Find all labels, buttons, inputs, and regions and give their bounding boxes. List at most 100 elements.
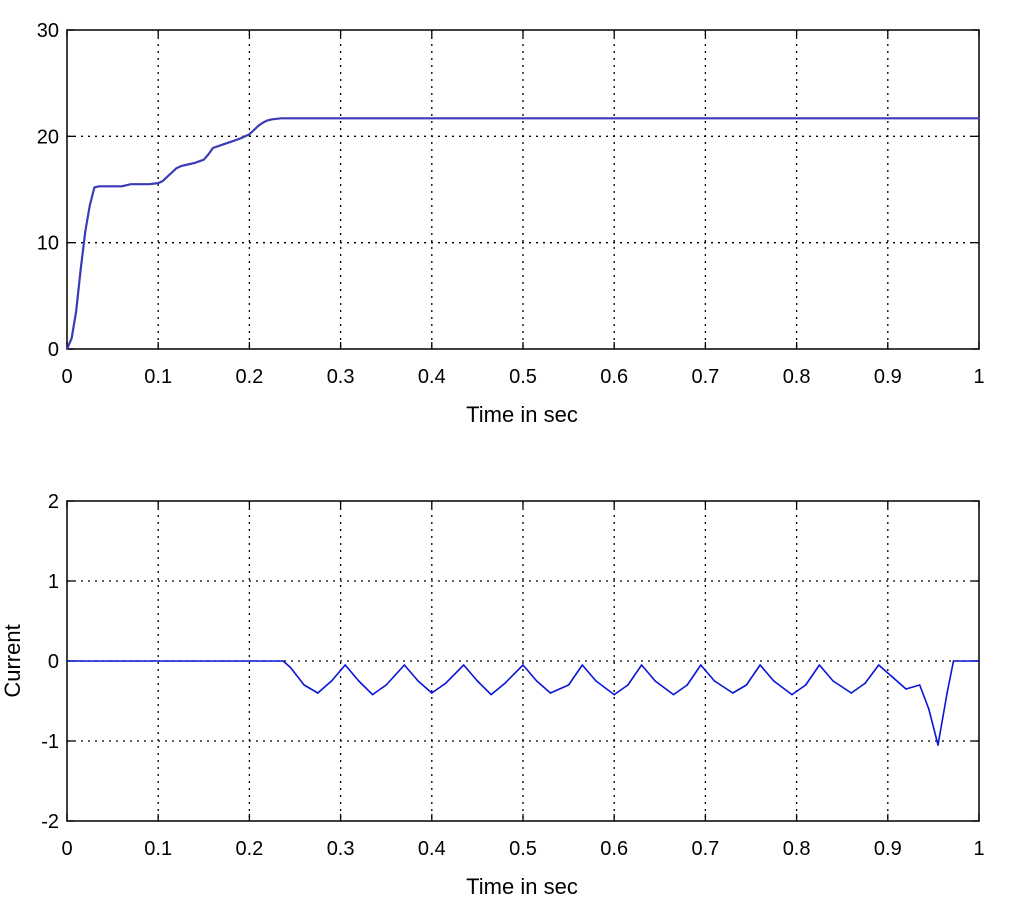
data-point bbox=[84, 231, 86, 233]
data-point bbox=[877, 664, 880, 666]
data-point bbox=[239, 137, 242, 140]
data-point bbox=[70, 337, 73, 340]
data-point bbox=[745, 684, 748, 686]
data-point bbox=[130, 183, 132, 185]
data-point bbox=[732, 692, 734, 694]
x-tick-label: 0.8 bbox=[783, 838, 811, 860]
x-tick-label: 0.6 bbox=[600, 838, 628, 860]
data-point bbox=[280, 117, 283, 120]
x-tick-label: 0 bbox=[61, 366, 72, 388]
data-point bbox=[180, 165, 182, 167]
data-point bbox=[946, 692, 948, 694]
data-point bbox=[166, 175, 169, 178]
data-point bbox=[864, 682, 866, 685]
data-point bbox=[344, 664, 347, 666]
data-point bbox=[262, 121, 264, 124]
data-point bbox=[759, 664, 761, 666]
data-point bbox=[686, 684, 688, 686]
data-point bbox=[978, 117, 980, 120]
data-point bbox=[157, 182, 159, 184]
x-tick-label: 0.4 bbox=[418, 838, 446, 860]
data-point bbox=[937, 744, 939, 746]
data-point bbox=[928, 708, 930, 710]
data-point bbox=[490, 693, 492, 696]
data-point bbox=[444, 682, 447, 685]
data-point bbox=[627, 684, 629, 686]
x-tick-label: 1 bbox=[973, 366, 984, 388]
data-point bbox=[700, 664, 702, 666]
x-tick-label: 0.2 bbox=[235, 838, 263, 860]
data-point bbox=[139, 183, 141, 185]
data-point bbox=[791, 693, 793, 696]
data-point bbox=[289, 666, 292, 669]
x-tick-label: 0.3 bbox=[327, 838, 355, 860]
data-point bbox=[535, 680, 538, 682]
data-point bbox=[918, 684, 921, 686]
data-point bbox=[66, 660, 68, 662]
data-point bbox=[640, 664, 643, 666]
x-tick-label: 0 bbox=[61, 838, 72, 860]
data-point bbox=[358, 680, 360, 682]
y-tick-label: -1 bbox=[41, 731, 59, 753]
data-point bbox=[303, 684, 305, 686]
data-point bbox=[371, 693, 374, 696]
data-point bbox=[120, 185, 123, 188]
y-tick-label: 20 bbox=[37, 126, 59, 148]
data-point bbox=[522, 664, 524, 666]
data-point bbox=[832, 680, 834, 682]
plot-frame bbox=[66, 29, 980, 350]
data-point bbox=[850, 692, 853, 694]
data-point bbox=[339, 117, 342, 120]
data-point bbox=[905, 688, 907, 690]
x-tick-label: 0.2 bbox=[235, 366, 263, 388]
data-point bbox=[66, 348, 68, 350]
data-point bbox=[148, 183, 150, 185]
data-point bbox=[567, 684, 570, 686]
data-point bbox=[203, 158, 205, 161]
y-tick-label: 1 bbox=[48, 571, 59, 593]
data-point bbox=[257, 124, 260, 127]
data-point bbox=[385, 684, 388, 686]
data-point bbox=[713, 680, 716, 682]
data-point bbox=[595, 680, 597, 682]
data-point bbox=[417, 680, 419, 682]
x-tick-label: 0.5 bbox=[509, 366, 537, 388]
data-point bbox=[212, 147, 214, 149]
data-point bbox=[282, 660, 284, 662]
y-tick-label: 0 bbox=[48, 651, 59, 673]
data-point bbox=[175, 167, 178, 169]
data-point bbox=[773, 680, 775, 682]
data-point bbox=[79, 268, 82, 271]
data-point bbox=[613, 693, 615, 696]
x-tick-label: 0.5 bbox=[509, 838, 537, 860]
data-point bbox=[804, 684, 807, 686]
y-tick-label: 30 bbox=[37, 20, 59, 42]
data-point bbox=[271, 118, 274, 121]
data-point bbox=[89, 204, 91, 207]
x-axis-label: Time in sec bbox=[466, 402, 578, 427]
data-point bbox=[581, 664, 584, 666]
data-point bbox=[230, 140, 232, 143]
y-axis-label: Current bbox=[0, 624, 25, 697]
chart-panel-1: 0 0.1 0.2 0.3 0.4 0.5 0.6 0.7 0.8 0.9 10102030Time… bbox=[37, 20, 985, 427]
data-point bbox=[253, 129, 255, 131]
x-tick-label: 0.8 bbox=[783, 366, 811, 388]
y-tick-label: -2 bbox=[41, 811, 59, 833]
x-tick-label: 0.1 bbox=[144, 366, 172, 388]
data-point bbox=[317, 692, 319, 694]
data-point bbox=[522, 117, 524, 120]
data-point bbox=[330, 680, 333, 682]
data-point bbox=[504, 682, 506, 685]
data-point bbox=[654, 680, 656, 682]
data-point bbox=[476, 680, 479, 682]
x-tick-label: 1 bbox=[973, 838, 984, 860]
data-point bbox=[276, 118, 278, 120]
data-point bbox=[98, 185, 100, 188]
data-point bbox=[75, 311, 77, 313]
x-tick-label: 0.7 bbox=[691, 366, 719, 388]
data-point bbox=[171, 171, 173, 174]
data-point bbox=[107, 185, 109, 188]
x-tick-label: 0.9 bbox=[874, 838, 902, 860]
x-axis-label: Time in sec bbox=[466, 874, 578, 899]
data-point bbox=[978, 660, 980, 662]
